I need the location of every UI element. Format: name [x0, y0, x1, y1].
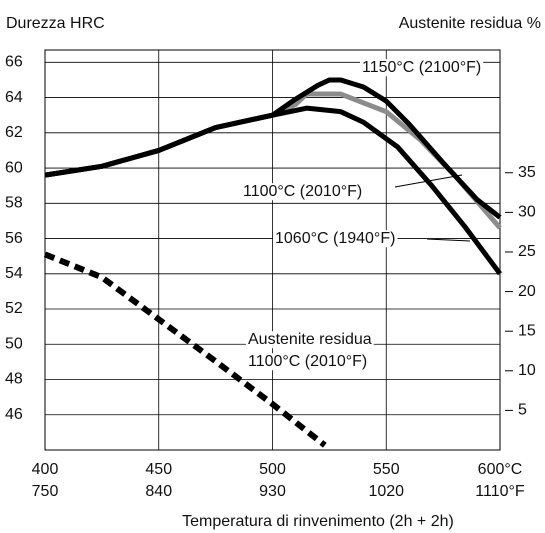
y-tick-label: 52	[5, 300, 23, 317]
y2-tick-label: 25	[518, 243, 536, 260]
leader-line	[394, 174, 463, 188]
y-tick-label: 64	[5, 89, 23, 106]
x-tick-label-secondary: 750	[32, 483, 59, 500]
y-tick-label: 46	[5, 406, 23, 423]
curve-label: Austenite residua	[248, 331, 372, 348]
x-tick-label-secondary: 1020	[368, 483, 404, 500]
y2-tick-label: 5	[518, 402, 527, 419]
x-tick-label: 400	[32, 461, 59, 478]
curve-label: 1150°C (2100°F)	[362, 59, 481, 76]
y-tick-label: 50	[5, 335, 23, 352]
x-tick-label-secondary: 930	[259, 483, 286, 500]
x-tick-label: 450	[145, 461, 172, 478]
dashed-line	[43, 251, 327, 448]
y-tick-label: 48	[5, 371, 23, 388]
leader-line	[426, 238, 471, 242]
y2-tick-label: 15	[518, 322, 536, 339]
x-tick-label-secondary: 1110°F	[475, 483, 525, 500]
label-background	[246, 353, 370, 371]
y-axis-label: Durezza HRC	[6, 15, 105, 32]
y2-tick-label: 10	[518, 362, 536, 379]
y2-axis-label: Austenite residua %	[399, 15, 541, 32]
x-axis-label: Temperatura di rinvenimento (2h + 2h)	[182, 513, 454, 530]
line	[44, 77, 502, 220]
annotation: 1100°C (2010°F)	[248, 353, 367, 370]
y-tick-label: 60	[5, 159, 23, 176]
label-background	[241, 183, 365, 201]
x-tick-label: 500	[259, 461, 286, 478]
y2-tick-label: 35	[518, 164, 536, 181]
curve-label: 1060°C (1940°F)	[275, 230, 395, 247]
x-tick-label: 550	[373, 461, 400, 478]
y-tick-label: 62	[5, 124, 23, 141]
x-tick-label-secondary: 840	[145, 483, 172, 500]
label-background	[360, 59, 484, 77]
y-tick-label: 58	[5, 195, 23, 212]
curve-label: 1100°C (2010°F)	[243, 183, 362, 200]
label-background	[246, 331, 374, 349]
label-background	[273, 230, 398, 248]
y-tick-label: 56	[5, 230, 23, 247]
y-tick-label: 66	[5, 54, 23, 71]
x-tick-label: 600°C	[478, 461, 523, 478]
y-tick-label: 54	[5, 265, 23, 282]
y2-tick-label: 20	[518, 283, 536, 300]
y2-tick-label: 30	[518, 204, 536, 221]
